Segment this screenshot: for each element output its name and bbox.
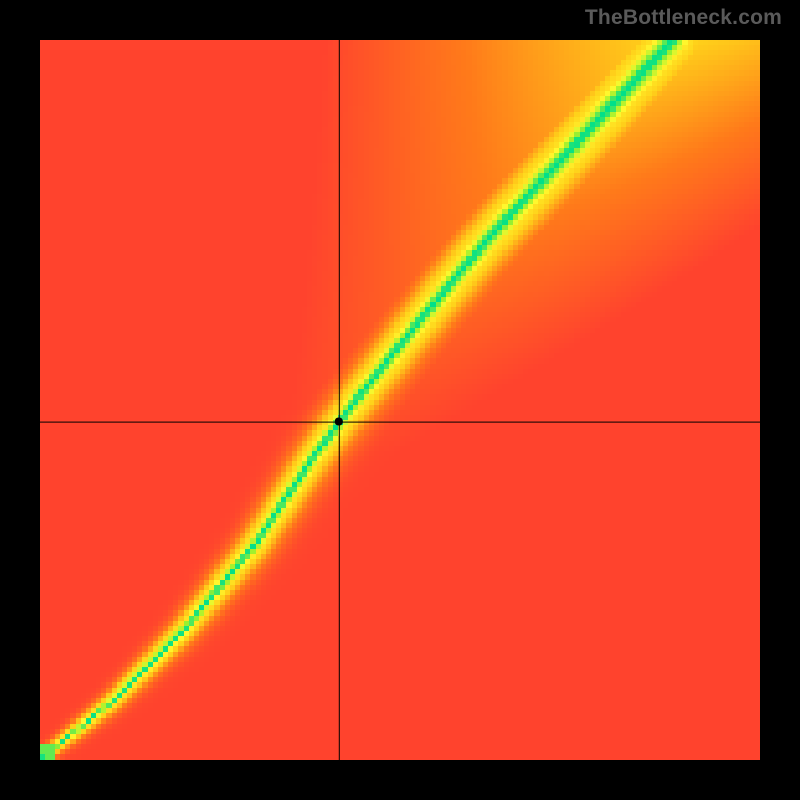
chart-container: TheBottleneck.com	[0, 0, 800, 800]
watermark-text: TheBottleneck.com	[585, 6, 782, 30]
plot-area	[40, 40, 760, 760]
heatmap-canvas	[40, 40, 760, 760]
